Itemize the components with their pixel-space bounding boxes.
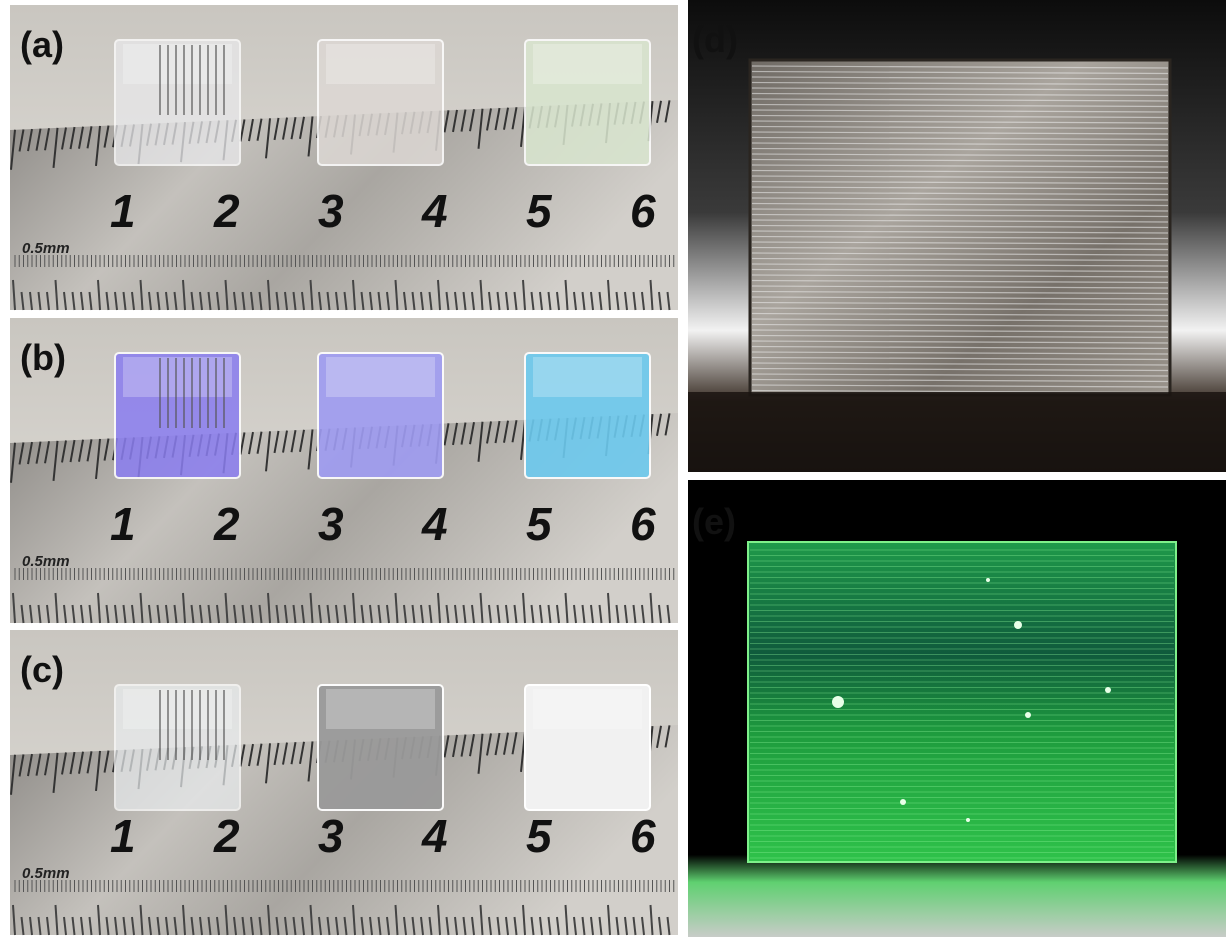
photo-panel: (d) bbox=[688, 0, 1226, 472]
panel-label: (b) bbox=[20, 337, 66, 378]
figure: (a) 1 2 3 4 5 6 0.5mm (b) 1 2 3 4 5 6 0.5mm (c) 1 2 3 4 5 6 0.5… bbox=[0, 0, 1226, 937]
ruler-unit: 0.5mm bbox=[22, 865, 70, 882]
photo-panel: (b) 1 2 3 4 5 6 0.5mm bbox=[10, 318, 678, 623]
ruler-number: 4 bbox=[421, 185, 448, 237]
cube-top bbox=[326, 689, 435, 729]
cube-top bbox=[326, 44, 435, 84]
ruler-number: 1 bbox=[110, 498, 136, 550]
sparkle bbox=[900, 799, 906, 805]
panel-label: (e) bbox=[692, 501, 736, 542]
ruler-number: 3 bbox=[318, 810, 344, 862]
panel-label: (c) bbox=[20, 649, 64, 690]
sparkle bbox=[832, 696, 844, 708]
ruler-number: 3 bbox=[318, 185, 344, 237]
ruler-unit: 0.5mm bbox=[22, 553, 70, 570]
ruler-number: 4 bbox=[421, 498, 448, 550]
ruler-number: 2 bbox=[213, 498, 240, 550]
ruler-number: 4 bbox=[421, 810, 448, 862]
cube-top bbox=[533, 44, 642, 84]
ruler-number: 3 bbox=[318, 498, 344, 550]
ruler-number: 2 bbox=[213, 810, 240, 862]
cube-top bbox=[326, 357, 435, 397]
sparkle bbox=[1014, 621, 1022, 629]
ruler-unit: 0.5mm bbox=[22, 240, 70, 257]
ruler-number: 5 bbox=[526, 185, 553, 237]
photo-panel: (e) bbox=[688, 480, 1226, 937]
photo-panel: (a) 1 2 3 4 5 6 0.5mm bbox=[10, 5, 678, 310]
table-edge bbox=[688, 392, 1226, 472]
sparkle bbox=[986, 578, 990, 582]
photo-panel: (c) 1 2 3 4 5 6 0.5mm bbox=[10, 630, 678, 935]
ruler-number: 6 bbox=[630, 810, 656, 862]
panel-label: (a) bbox=[20, 24, 64, 65]
ruler-number: 2 bbox=[213, 185, 240, 237]
ruler-number: 6 bbox=[630, 185, 656, 237]
sparkle bbox=[966, 818, 970, 822]
ruler-number: 5 bbox=[526, 810, 553, 862]
sparkle bbox=[1105, 687, 1111, 693]
panel-label: (d) bbox=[692, 19, 738, 60]
ruler-number: 1 bbox=[110, 810, 136, 862]
ruler-number: 1 bbox=[110, 185, 136, 237]
sparkle bbox=[1025, 712, 1031, 718]
cube-top bbox=[533, 689, 642, 729]
cube-top bbox=[533, 357, 642, 397]
ruler-number: 6 bbox=[630, 498, 656, 550]
ruler-number: 5 bbox=[526, 498, 553, 550]
